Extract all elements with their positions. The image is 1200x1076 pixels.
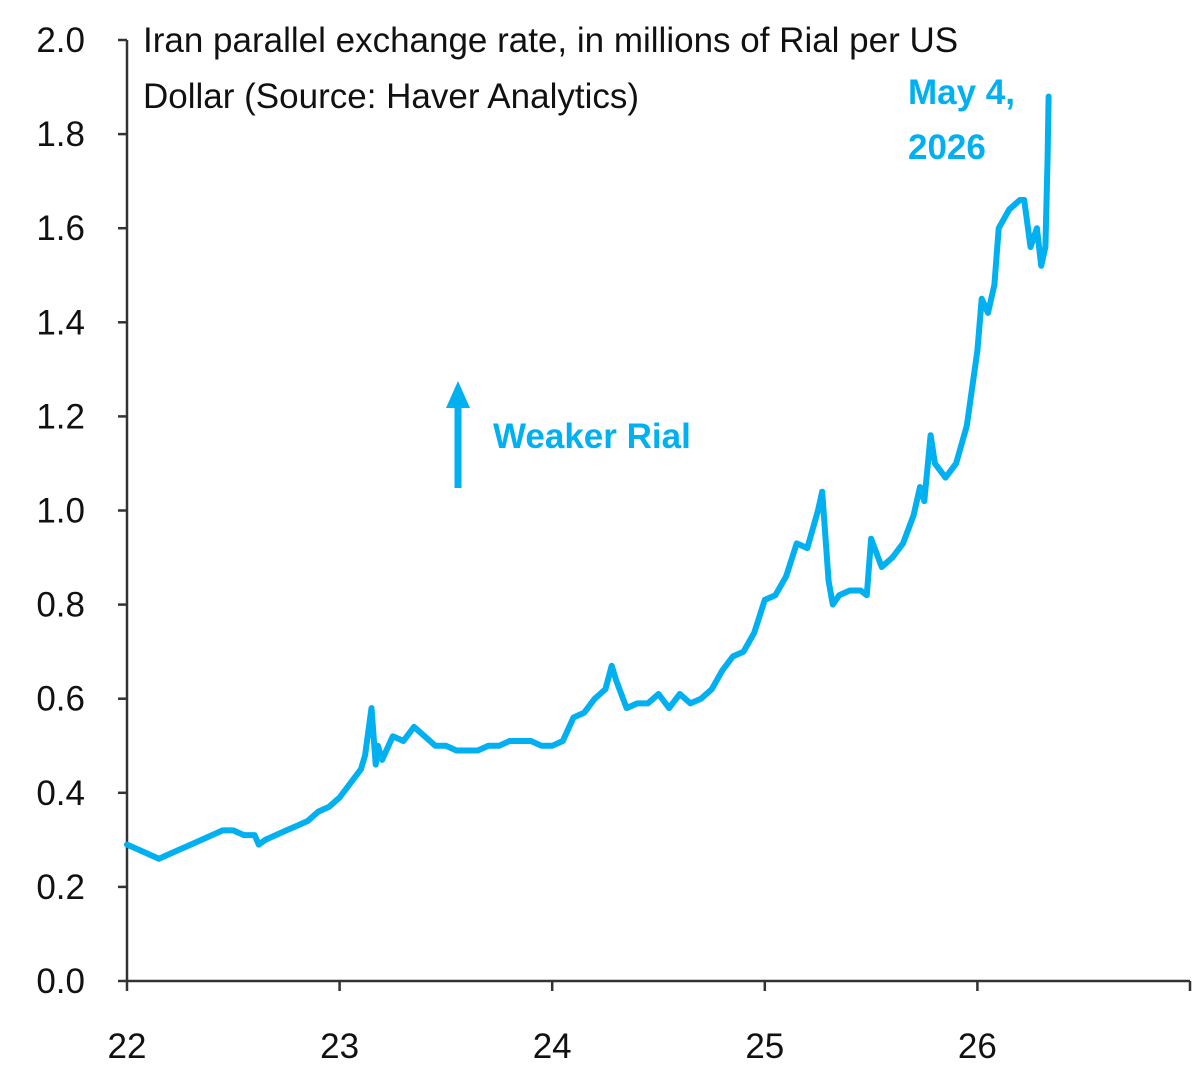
up-arrow-head-icon bbox=[446, 381, 470, 408]
x-tick-label: 23 bbox=[320, 1027, 359, 1066]
x-axis-ticks: 22 23 24 25 26 bbox=[108, 981, 1192, 1066]
y-tick-label: 0.6 bbox=[36, 680, 85, 719]
date-label-line-1: May 4, bbox=[908, 73, 1015, 112]
date-annotation: May 4, 2026 bbox=[908, 73, 1015, 167]
y-tick-label: 0.2 bbox=[36, 868, 85, 907]
y-axis-ticks: 0.0 0.2 0.4 0.6 0.8 1.0 1.2 1.4 1.6 1.8 2.0 bbox=[36, 21, 127, 1001]
weaker-rial-label: Weaker Rial bbox=[493, 417, 691, 456]
y-tick-label: 1.2 bbox=[36, 397, 85, 436]
y-tick-label: 1.4 bbox=[36, 303, 85, 342]
chart-title-line-1: Iran parallel exchange rate, in millions… bbox=[143, 21, 958, 60]
x-tick-label: 24 bbox=[533, 1027, 572, 1066]
y-tick-label: 1.0 bbox=[36, 492, 85, 531]
chart-title-line-2: Dollar (Source: Haver Analytics) bbox=[143, 77, 639, 116]
y-tick-label: 2.0 bbox=[36, 21, 85, 60]
x-tick-label: 25 bbox=[745, 1027, 784, 1066]
exchange-rate-line bbox=[124, 93, 1052, 862]
x-tick-label: 22 bbox=[108, 1027, 147, 1066]
weaker-rial-annotation: Weaker Rial bbox=[446, 381, 691, 488]
axes bbox=[125, 40, 1190, 983]
y-tick-label: 0.0 bbox=[36, 962, 85, 1001]
chart-title: Iran parallel exchange rate, in millions… bbox=[143, 21, 958, 116]
y-tick-label: 0.8 bbox=[36, 586, 85, 625]
y-tick-label: 0.4 bbox=[36, 774, 85, 813]
y-tick-label: 1.6 bbox=[36, 209, 85, 248]
x-tick-label: 26 bbox=[958, 1027, 997, 1066]
y-tick-label: 1.8 bbox=[36, 115, 85, 154]
date-label-line-2: 2026 bbox=[908, 128, 986, 167]
